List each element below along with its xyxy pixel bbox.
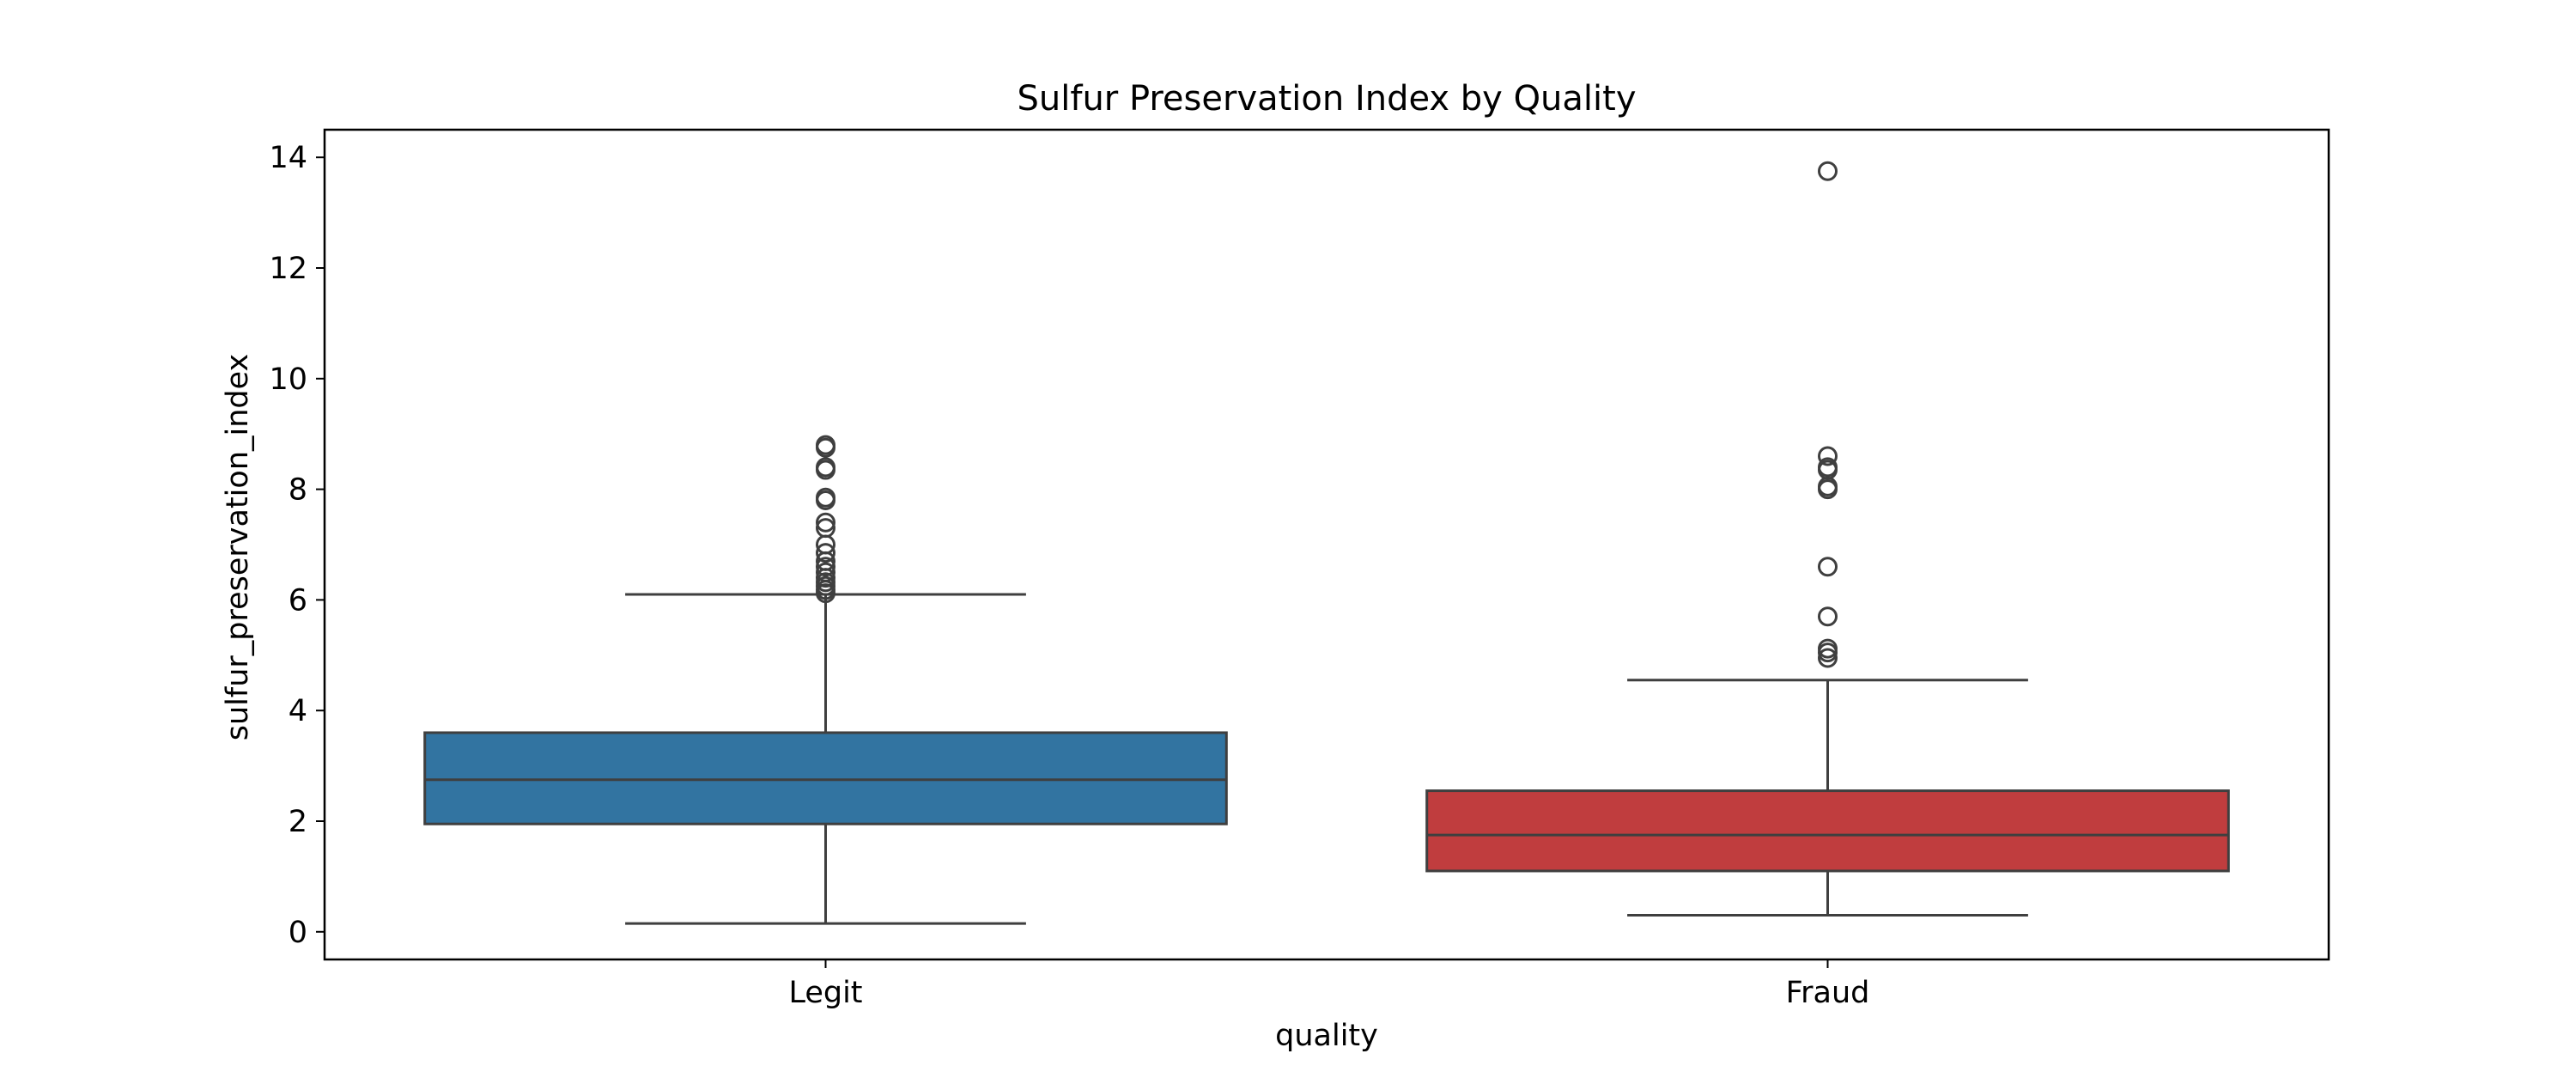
- outlier-point-fraud: [1818, 648, 1838, 668]
- y-tick-label: 14: [269, 141, 307, 175]
- y-axis-label: sulfur_preservation_index: [221, 354, 255, 741]
- outlier-point-legit: [816, 512, 835, 533]
- y-tick-label: 4: [289, 694, 307, 728]
- outlier-point-fraud: [1818, 161, 1838, 181]
- outlier-point-legit: [816, 487, 835, 508]
- y-tick-label: 0: [289, 916, 307, 950]
- x-tick-label-legit: Legit: [788, 976, 862, 1010]
- outlier-point-legit: [816, 543, 835, 563]
- outlier-point-fraud: [1818, 606, 1838, 627]
- outlier-point-fraud: [1818, 457, 1838, 478]
- outlier-point-legit: [816, 457, 835, 478]
- box-fraud: [1425, 789, 2230, 873]
- outlier-point-legit: [816, 557, 835, 577]
- y-tick-label: 8: [289, 473, 307, 508]
- outlier-point-legit: [816, 435, 835, 455]
- x-tick-label-fraud: Fraud: [1786, 976, 1870, 1010]
- y-tick-label: 12: [269, 252, 307, 286]
- outlier-point-fraud: [1818, 446, 1838, 466]
- box-legit: [423, 731, 1228, 825]
- plot-area: 0 2 4 6 8 10 12 14 Legit Fraud: [269, 128, 2330, 1010]
- y-tick-label: 6: [289, 583, 307, 618]
- outlier-point-legit: [816, 518, 835, 539]
- plot-frame: [323, 128, 2330, 961]
- outlier-point-fraud: [1818, 638, 1838, 659]
- outlier-point-fraud: [1818, 557, 1838, 577]
- y-tick-label: 10: [269, 362, 307, 397]
- chart-title: Sulfur Preservation Index by Quality: [1018, 79, 1637, 119]
- y-tick-label: 2: [289, 805, 307, 839]
- outlier-point-legit: [816, 562, 835, 582]
- x-axis-label: quality: [1275, 1019, 1378, 1053]
